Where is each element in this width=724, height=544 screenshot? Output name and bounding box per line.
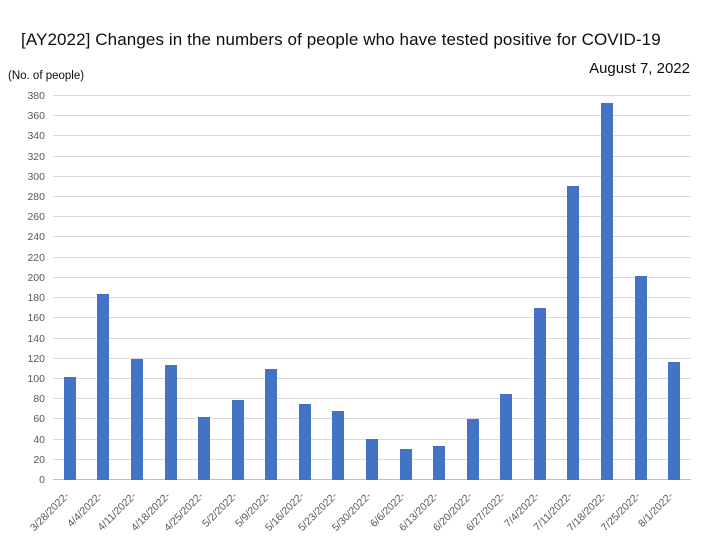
bar (97, 294, 110, 480)
y-tick-label: 200 (27, 271, 45, 284)
gridline (53, 115, 691, 117)
y-tick-label: 140 (27, 332, 45, 345)
y-tick-label: 120 (27, 352, 45, 365)
bar (231, 400, 244, 480)
y-tick-label: 180 (27, 292, 45, 305)
y-tick-label: 320 (27, 150, 45, 163)
bar (366, 438, 378, 480)
bar (533, 308, 546, 480)
y-tick-label: 280 (27, 191, 45, 204)
y-tick-label: 240 (27, 231, 45, 244)
bar (332, 411, 345, 480)
gridline (53, 256, 691, 258)
y-tick-label: 20 (33, 453, 45, 466)
bar (433, 445, 446, 480)
y-tick-label: 360 (27, 110, 45, 123)
gridline (53, 216, 691, 218)
y-tick-label: 80 (33, 393, 45, 406)
bar (567, 185, 580, 480)
gridline (53, 175, 691, 177)
bar (601, 103, 614, 480)
bar (198, 417, 211, 480)
chart-title: [AY2022] Changes in the numbers of peopl… (21, 30, 661, 49)
y-tick-label: 340 (27, 130, 45, 143)
bar (399, 448, 412, 480)
bar (500, 394, 513, 480)
bar (265, 368, 278, 480)
bar (298, 404, 311, 480)
gridline (53, 398, 691, 400)
y-tick-label: 220 (27, 251, 45, 264)
y-axis-unit-label: (No. of people) (8, 70, 85, 82)
bar (164, 364, 177, 480)
y-tick-label: 60 (33, 413, 45, 426)
y-tick-label: 160 (27, 312, 45, 325)
bar (668, 361, 681, 480)
y-tick-label: 100 (27, 372, 45, 385)
bar (634, 275, 647, 480)
gridline (53, 196, 691, 198)
gridline (53, 155, 691, 157)
plot-area (53, 95, 691, 480)
y-tick-label: 40 (33, 433, 45, 446)
gridline (53, 95, 691, 96)
gridline (53, 377, 691, 379)
gridline (53, 418, 691, 420)
y-tick-label: 260 (27, 211, 45, 224)
bar (466, 419, 479, 480)
gridline (53, 357, 691, 359)
gridline (53, 297, 691, 299)
gridline (53, 317, 691, 319)
bar (63, 376, 76, 480)
bar (130, 358, 143, 480)
chart-date-label: August 7, 2022 (589, 60, 690, 77)
y-tick-label: 0 (39, 474, 45, 486)
y-tick-label: 300 (27, 170, 45, 183)
y-tick-label: 380 (27, 90, 45, 102)
gridline (53, 236, 691, 238)
gridline (53, 276, 691, 278)
gridline (53, 135, 691, 137)
gridline (53, 337, 691, 339)
